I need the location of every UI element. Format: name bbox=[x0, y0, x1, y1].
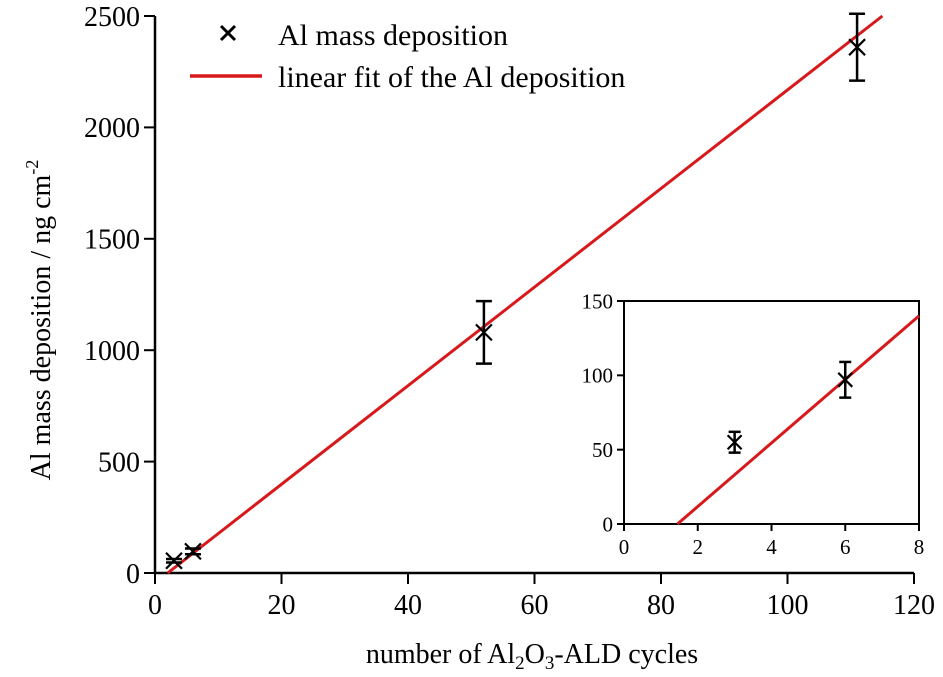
y-tick-label: 1000 bbox=[84, 336, 140, 367]
x-tick-label: 40 bbox=[394, 590, 422, 621]
x-tick-label: 100 bbox=[767, 590, 809, 621]
x-tick-label: 8 bbox=[914, 535, 925, 559]
data-point-marker bbox=[184, 542, 202, 561]
x-tick-label: 0 bbox=[619, 535, 630, 559]
legend-marker-x bbox=[219, 24, 237, 42]
y-tick-label: 1500 bbox=[84, 225, 140, 256]
data-point-marker bbox=[475, 323, 493, 342]
x-tick-label: 2 bbox=[693, 535, 704, 559]
data-point-marker bbox=[165, 551, 183, 570]
x-tick-label: 4 bbox=[766, 535, 777, 559]
data-point-marker bbox=[848, 38, 866, 56]
x-tick-label: 20 bbox=[268, 590, 296, 621]
y-axis-label: Al mass deposition / ng cm-2 bbox=[22, 160, 57, 481]
y-tick-label: 2000 bbox=[84, 113, 140, 144]
y-tick-label: 50 bbox=[592, 438, 613, 462]
y-tick-label: 150 bbox=[582, 289, 614, 313]
x-tick-label: 6 bbox=[840, 535, 851, 559]
x-axis-label: number of Al2O3-ALD cycles bbox=[366, 639, 698, 674]
y-tick-label: 0 bbox=[603, 512, 614, 536]
x-tick-label: 80 bbox=[647, 590, 675, 621]
y-tick-label: 2500 bbox=[84, 2, 140, 33]
y-tick-label: 0 bbox=[126, 559, 140, 590]
legend-label: Al mass deposition bbox=[278, 19, 508, 52]
x-tick-label: 0 bbox=[148, 590, 162, 621]
data-point-marker bbox=[837, 372, 854, 388]
y-tick-label: 100 bbox=[582, 364, 614, 388]
legend-label: linear fit of the Al deposition bbox=[278, 61, 625, 94]
x-tick-label: 60 bbox=[521, 590, 549, 621]
y-tick-label: 500 bbox=[98, 447, 140, 478]
data-point-marker bbox=[726, 434, 743, 451]
fit-line bbox=[166, 14, 884, 575]
fit-line bbox=[676, 314, 920, 526]
legend: Al mass deposition linear fit of the Al d… bbox=[190, 19, 625, 94]
x-tick-label: 120 bbox=[893, 590, 935, 621]
plot-frame bbox=[623, 300, 920, 525]
inset-plot: 0 2 4 6 8 0 50 100 150 bbox=[582, 289, 925, 559]
